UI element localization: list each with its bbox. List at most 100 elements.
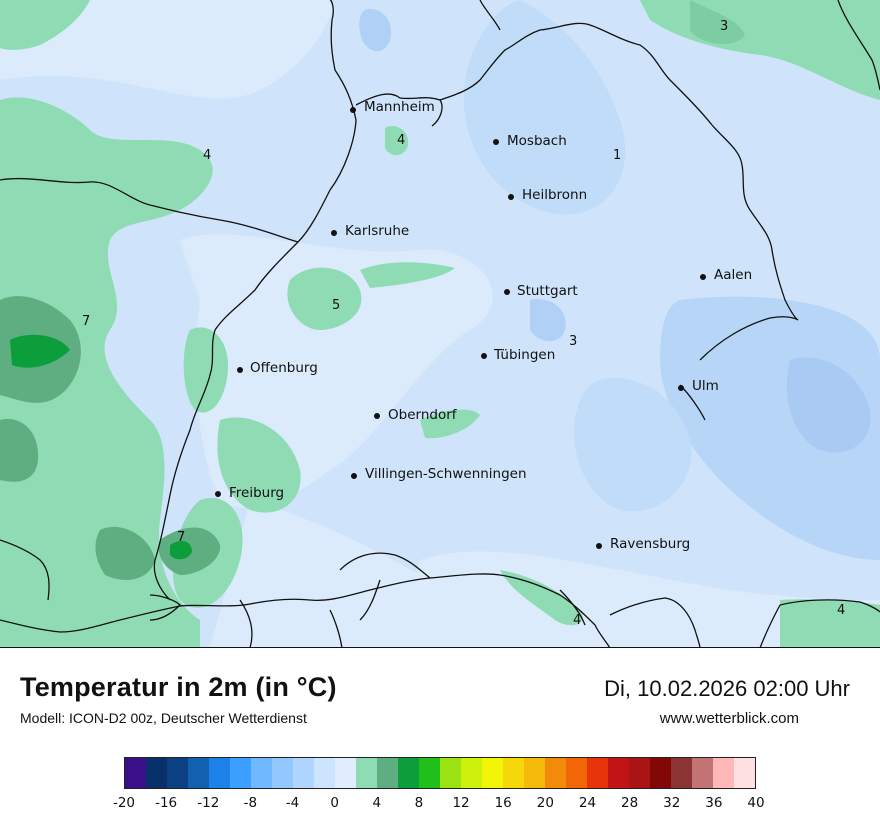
value-label: 4 [573,613,581,628]
legend-color-segment [671,758,692,788]
temperature-zone [0,97,213,648]
temperature-map: Mannheim Mosbach Heilbronn Karlsruhe Aal… [0,0,880,648]
value-label: 4 [837,603,845,618]
legend-tick-label: -8 [243,795,258,811]
city-label-ravensburg: Ravensburg [610,536,690,552]
temperature-zone [0,0,333,99]
state-borders [0,0,880,648]
city-marker [504,289,510,295]
legend-color-segment [209,758,230,788]
legend-color-segment [314,758,335,788]
value-label: 5 [332,298,340,313]
city-marker [350,107,356,113]
legend-color-segment [545,758,566,788]
legend-color-segment [251,758,272,788]
legend-tick-label: 32 [663,795,681,811]
temperature-zone [530,299,566,342]
city-marker [596,543,602,549]
city-marker [700,274,706,280]
temperature-zone [170,540,192,560]
value-label: 4 [203,148,211,163]
value-label: 3 [569,334,577,349]
forecast-datetime: Di, 10.02.2026 02:00 Uhr [604,676,850,701]
legend-color-segment [440,758,461,788]
temperature-zone [780,599,880,648]
legend-color-segment [608,758,629,788]
city-label-mosbach: Mosbach [507,133,567,149]
value-label: 7 [82,314,90,329]
legend-tick-label: 28 [621,795,639,811]
city-marker [678,385,684,391]
legend-color-segment [167,758,188,788]
color-legend-ticks: -20 -16 -12 -8 -4 0 4 8 12 16 20 24 28 32 36 40 [0,795,880,815]
city-label-tuebingen: Tübingen [493,347,555,363]
city-label-heilbronn: Heilbronn [522,187,587,203]
legend-color-segment [566,758,587,788]
city-marker [351,473,357,479]
legend-tick-label: 36 [705,795,723,811]
legend-color-segment [125,758,146,788]
value-label: 4 [397,133,405,148]
legend-color-segment [713,758,734,788]
legend-color-segment [377,758,398,788]
legend-tick-label: 40 [747,795,765,811]
color-legend [124,757,756,789]
temperature-zone [95,526,155,580]
temperature-zone [359,9,391,52]
city-marker [331,230,337,236]
temperature-zone [0,419,39,482]
legend-color-segment [356,758,377,788]
legend-color-segment [335,758,356,788]
temperature-zone [500,570,583,626]
value-label: 3 [720,19,728,34]
city-label-stuttgart: Stuttgart [517,283,578,299]
model-subtitle: Modell: ICON-D2 00z, Deutscher Wetterdie… [20,710,307,726]
source-link[interactable]: www.wetterblick.com [659,710,799,727]
temperature-zone [210,500,460,648]
legend-color-segment [188,758,209,788]
temperature-zone [183,327,229,413]
legend-color-segment [419,758,440,788]
temperature-zone [217,417,301,513]
temperature-zone [574,378,692,512]
legend-color-segment [650,758,671,788]
temperature-zone [287,267,362,330]
city-label-aalen: Aalen [714,267,752,283]
legend-tick-label: -20 [112,795,136,811]
legend-color-segment [293,758,314,788]
legend-color-segment [230,758,251,788]
city-label-karlsruhe: Karlsruhe [345,223,409,239]
city-label-mannheim: Mannheim [364,99,435,115]
temperature-zone [463,0,626,215]
legend-tick-label: 0 [330,795,339,811]
city-marker [508,194,514,200]
temperature-zone [360,262,455,288]
map-svg: Mannheim Mosbach Heilbronn Karlsruhe Aal… [0,0,880,648]
temperature-zone [420,409,480,439]
city-marker [493,139,499,145]
legend-color-segment [524,758,545,788]
city-label-offenburg: Offenburg [250,360,318,376]
city-marker [481,353,487,359]
city-label-oberndorf: Oberndorf [388,407,458,423]
city-marker [374,413,380,419]
legend-color-segment [587,758,608,788]
legend-color-segment [482,758,503,788]
legend-tick-label: 4 [372,795,382,811]
legend-color-segment [503,758,524,788]
temperature-zone [640,0,880,100]
temperature-zone [385,125,409,156]
legend-color-segment [146,758,167,788]
city-marker [237,367,243,373]
value-label: 7 [177,530,185,545]
legend-tick-label: 20 [536,795,554,811]
legend-color-segment [734,758,755,788]
legend-color-segment [629,758,650,788]
legend-tick-label: -4 [285,795,300,811]
legend-color-segment [272,758,293,788]
temperature-zone [786,357,871,453]
city-label-villingen-schwenningen: Villingen-Schwenningen [365,466,527,482]
temperature-zone [0,0,90,50]
legend-tick-label: 24 [578,795,597,811]
legend-tick-label: -16 [155,795,178,811]
